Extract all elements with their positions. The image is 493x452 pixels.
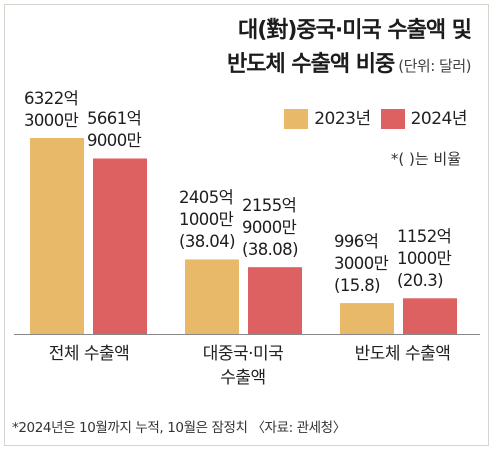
bar-0-0 xyxy=(30,138,84,334)
bar-1-0 xyxy=(185,259,239,334)
data-label-2-1: 1152억 1000만 (20.3) xyxy=(397,227,452,291)
unit-label: (단위: 달러) xyxy=(398,57,471,75)
ratio-note: *( )는 비율 xyxy=(390,150,461,168)
legend-label-2023: 2023년 xyxy=(314,109,371,129)
bar-2-0 xyxy=(340,303,394,334)
legend-item-2023: 2023년 xyxy=(284,104,371,129)
bar-0-1 xyxy=(93,158,147,334)
chart-title-text: 반도체 수출액 비중 xyxy=(227,52,395,77)
legend-swatch-2023 xyxy=(284,109,309,129)
chart-title-line2: 반도체 수출액 비중 (단위: 달러) xyxy=(227,46,471,78)
chart-title-line1: 대(對)중국·미국 수출액 및 xyxy=(238,18,472,43)
chart-frame xyxy=(4,4,489,446)
data-label-1-0: 2405억 1000만 (38.04) xyxy=(179,188,236,252)
legend: 2023년 2024년 xyxy=(284,104,468,129)
data-label-1-1: 2155억 9000만 (38.08) xyxy=(242,196,299,260)
category-label-0: 전체 수출액 xyxy=(48,344,130,364)
bar-2-1 xyxy=(403,298,457,334)
legend-swatch-2024 xyxy=(380,109,405,129)
legend-item-2024: 2024년 xyxy=(380,104,468,129)
data-label-0-0: 6322억 3000만 xyxy=(24,89,79,130)
footnote: *2024년은 10월까지 누적, 10월은 잠정치 〈자료: 관세청〉 xyxy=(12,420,346,436)
legend-label-2024: 2024년 xyxy=(410,109,468,129)
data-label-0-1: 5661억 9000만 xyxy=(87,109,142,151)
category-label-1: 대중국·미국 수출액 xyxy=(202,344,284,388)
category-label-2: 반도체 수출액 xyxy=(354,344,451,364)
data-label-2-0: 996억 3000만 (15.8) xyxy=(334,232,389,296)
bar-1-1 xyxy=(248,267,302,334)
